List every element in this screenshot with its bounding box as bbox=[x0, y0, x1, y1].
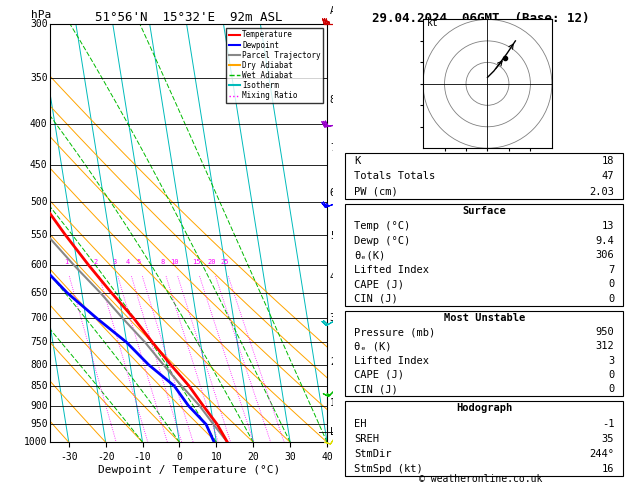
Text: 7: 7 bbox=[330, 143, 336, 153]
Text: 8: 8 bbox=[330, 95, 336, 105]
Bar bbox=[345, 401, 623, 476]
Text: Totals Totals: Totals Totals bbox=[354, 171, 435, 181]
Text: 1: 1 bbox=[64, 259, 69, 265]
Text: 300: 300 bbox=[30, 19, 48, 29]
Text: SREH: SREH bbox=[354, 434, 379, 444]
X-axis label: Dewpoint / Temperature (°C): Dewpoint / Temperature (°C) bbox=[97, 465, 280, 475]
Text: Surface: Surface bbox=[462, 207, 506, 216]
Text: LCL: LCL bbox=[330, 427, 347, 437]
Text: 900: 900 bbox=[30, 400, 48, 411]
Text: hPa: hPa bbox=[31, 10, 51, 20]
Text: 5: 5 bbox=[330, 231, 336, 241]
Text: 8: 8 bbox=[160, 259, 165, 265]
Text: 600: 600 bbox=[30, 260, 48, 270]
Text: 1000: 1000 bbox=[24, 437, 48, 447]
Legend: Temperature, Dewpoint, Parcel Trajectory, Dry Adiabat, Wet Adiabat, Isotherm, Mi: Temperature, Dewpoint, Parcel Trajectory… bbox=[226, 28, 323, 103]
Text: CIN (J): CIN (J) bbox=[354, 384, 398, 394]
Text: Temp (°C): Temp (°C) bbox=[354, 221, 410, 231]
Text: 4: 4 bbox=[126, 259, 130, 265]
Text: 0: 0 bbox=[608, 370, 614, 380]
Text: 306: 306 bbox=[596, 250, 614, 260]
Text: 4: 4 bbox=[330, 273, 336, 282]
Text: θₑ (K): θₑ (K) bbox=[354, 342, 392, 351]
Text: 0: 0 bbox=[608, 279, 614, 289]
Text: Lifted Index: Lifted Index bbox=[354, 265, 429, 275]
Text: 0: 0 bbox=[608, 294, 614, 304]
Text: 15: 15 bbox=[192, 259, 200, 265]
Text: Lifted Index: Lifted Index bbox=[354, 356, 429, 365]
Text: 13: 13 bbox=[602, 221, 614, 231]
Bar bbox=[345, 311, 623, 396]
Text: CAPE (J): CAPE (J) bbox=[354, 370, 404, 380]
Text: 18: 18 bbox=[602, 156, 614, 166]
Text: θₑ(K): θₑ(K) bbox=[354, 250, 386, 260]
Text: 850: 850 bbox=[30, 381, 48, 391]
Text: Dewp (°C): Dewp (°C) bbox=[354, 236, 410, 245]
Text: CIN (J): CIN (J) bbox=[354, 294, 398, 304]
Text: 47: 47 bbox=[602, 171, 614, 181]
Text: km
ASL: km ASL bbox=[330, 0, 347, 16]
Text: 800: 800 bbox=[30, 360, 48, 370]
Text: 350: 350 bbox=[30, 73, 48, 83]
Text: 700: 700 bbox=[30, 313, 48, 324]
Text: 950: 950 bbox=[30, 419, 48, 430]
Text: Most Unstable: Most Unstable bbox=[443, 313, 525, 323]
Text: 2.03: 2.03 bbox=[589, 187, 614, 196]
Title: 51°56'N  15°32'E  92m ASL: 51°56'N 15°32'E 92m ASL bbox=[95, 11, 282, 24]
Text: K: K bbox=[354, 156, 360, 166]
Text: 1: 1 bbox=[330, 398, 336, 408]
Text: 7: 7 bbox=[608, 265, 614, 275]
Text: StmDir: StmDir bbox=[354, 449, 392, 459]
Text: 10: 10 bbox=[170, 259, 179, 265]
Text: Pressure (mb): Pressure (mb) bbox=[354, 327, 435, 337]
Text: PW (cm): PW (cm) bbox=[354, 187, 398, 196]
Text: -1: -1 bbox=[602, 418, 614, 429]
Text: EH: EH bbox=[354, 418, 367, 429]
Bar bbox=[345, 204, 623, 306]
Text: 450: 450 bbox=[30, 160, 48, 170]
Text: 16: 16 bbox=[602, 464, 614, 474]
Text: 550: 550 bbox=[30, 230, 48, 240]
Text: 750: 750 bbox=[30, 337, 48, 347]
Text: 400: 400 bbox=[30, 119, 48, 129]
Text: 20: 20 bbox=[208, 259, 216, 265]
Text: 6: 6 bbox=[330, 188, 336, 198]
Text: 3: 3 bbox=[608, 356, 614, 365]
Text: 2: 2 bbox=[330, 357, 336, 367]
Text: 3: 3 bbox=[330, 313, 336, 324]
Text: Hodograph: Hodograph bbox=[456, 403, 512, 414]
Bar bbox=[345, 153, 623, 199]
Text: Mixing Ratio (g/kg): Mixing Ratio (g/kg) bbox=[350, 177, 360, 289]
Text: StmSpd (kt): StmSpd (kt) bbox=[354, 464, 423, 474]
Text: 500: 500 bbox=[30, 197, 48, 207]
Text: 650: 650 bbox=[30, 288, 48, 298]
Text: CAPE (J): CAPE (J) bbox=[354, 279, 404, 289]
Text: 29.04.2024  06GMT  (Base: 12): 29.04.2024 06GMT (Base: 12) bbox=[372, 12, 590, 25]
Text: 3: 3 bbox=[113, 259, 116, 265]
Text: 25: 25 bbox=[220, 259, 229, 265]
Text: 312: 312 bbox=[596, 342, 614, 351]
Text: 244°: 244° bbox=[589, 449, 614, 459]
Text: 5: 5 bbox=[136, 259, 141, 265]
Text: 0: 0 bbox=[608, 384, 614, 394]
Text: © weatheronline.co.uk: © weatheronline.co.uk bbox=[420, 473, 543, 484]
Text: kt: kt bbox=[427, 18, 439, 28]
Text: 35: 35 bbox=[602, 434, 614, 444]
Text: 2: 2 bbox=[94, 259, 98, 265]
Text: 9.4: 9.4 bbox=[596, 236, 614, 245]
Text: 950: 950 bbox=[596, 327, 614, 337]
